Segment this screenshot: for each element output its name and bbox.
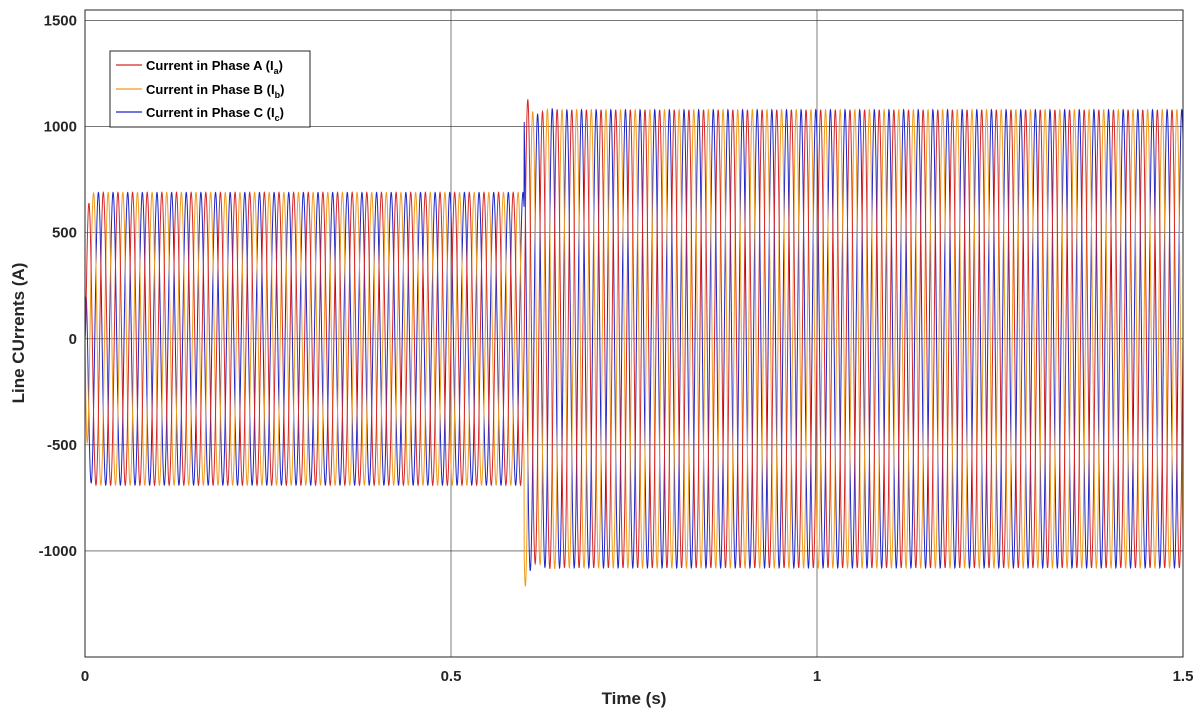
y-tick-label: 0 [69,331,77,348]
series-line-phase-c [84,107,1184,571]
y-tick-label: 1500 [44,13,77,30]
legend: Current in Phase A (Ia) Current in Phase… [109,50,311,128]
plot-frame [84,9,1184,658]
legend-label-phase-b: Current in Phase B (Ib) [146,82,284,100]
x-tick-label: 1 [813,668,821,685]
x-tick-label: 1.5 [1173,668,1194,685]
series-line-phase-a [84,98,1184,569]
series-line-phase-b [84,107,1184,588]
series-layer [84,98,1184,588]
x-tick-label: 0.5 [441,668,462,685]
tick-labels: 0 0.5 1 1.5 -1000 -500 0 500 1000 1500 [39,13,1194,685]
legend-label-phase-a: Current in Phase A (Ia) [146,58,283,76]
y-axis-label: Line CUrrents (A) [9,263,28,404]
y-tick-label: 500 [52,225,77,242]
legend-label-phase-c: Current in Phase C (Ic) [146,105,284,123]
y-tick-label: 1000 [44,119,77,136]
legend-item-phase-a: Current in Phase A (Ia) [116,58,283,76]
x-axis-label: Time (s) [602,689,667,708]
x-tick-label: 0 [81,668,89,685]
legend-box [109,50,311,128]
y-tick-label: -500 [47,437,77,454]
y-tick-label: -1000 [39,543,77,560]
legend-item-phase-b: Current in Phase B (Ib) [116,82,284,100]
legend-item-phase-c: Current in Phase C (Ic) [116,105,284,123]
